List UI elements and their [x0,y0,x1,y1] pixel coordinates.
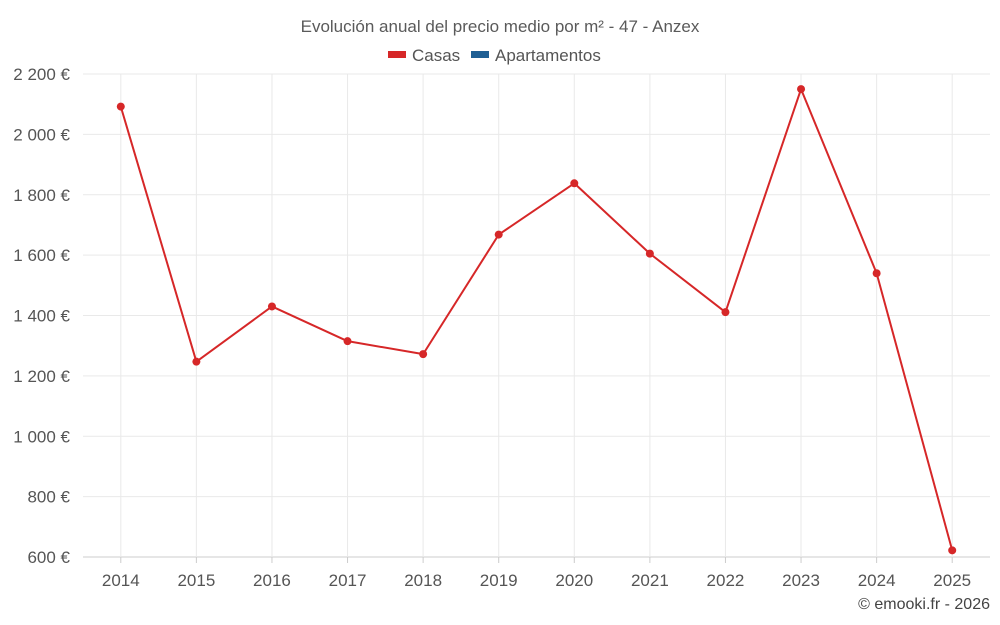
data-point-2014[interactable] [116,102,125,111]
x-tick-label: 2020 [555,571,593,590]
y-tick-label: 2 000 € [13,125,70,144]
x-tick-label: 2016 [253,571,291,590]
credit-text: © emooki.fr - 2026 [858,596,990,613]
chart-title: Evolución anual del precio medio por m² … [301,17,700,36]
y-tick-label: 1 200 € [13,367,70,386]
x-tick-label: 2021 [631,571,669,590]
legend-label-casas: Casas [412,46,460,65]
y-tick-label: 2 200 € [13,65,70,84]
y-tick-label: 1 000 € [13,427,70,446]
x-tick-label: 2023 [782,571,820,590]
series-casas [116,85,957,555]
data-point-2019[interactable] [494,230,503,239]
legend-label-apartamentos: Apartamentos [495,46,601,65]
x-tick-label: 2014 [102,571,140,590]
y-axis-ticks: 2 200 € 2 000 € 1 800 € 1 600 € 1 400 € 1 200… [13,65,70,567]
data-point-2023[interactable] [797,85,806,94]
series-line-casas [119,88,954,551]
data-point-2025[interactable] [948,546,957,555]
x-tick-label: 2025 [933,571,971,590]
legend-swatch-apartamentos [471,51,489,58]
x-axis-ticks: 2014 2015 2016 2017 2018 2019 2020 2021 2022 2023… [102,557,971,590]
data-point-2024[interactable] [872,269,881,278]
x-tick-label: 2015 [177,571,215,590]
legend-item-casas[interactable]: Casas [388,46,460,65]
x-tick-label: 2019 [480,571,518,590]
x-tick-label: 2018 [404,571,442,590]
legend-item-apartamentos[interactable]: Apartamentos [471,46,601,65]
y-tick-label: 1 400 € [13,307,70,326]
y-tick-label: 1 600 € [13,246,70,265]
legend: Casas Apartamentos [388,46,601,65]
x-tick-label: 2017 [329,571,367,590]
legend-swatch-casas [388,51,406,58]
x-tick-label: 2022 [707,571,745,590]
x-tick-label: 2024 [858,571,896,590]
grid [83,73,990,558]
data-point-2020[interactable] [570,179,579,188]
data-point-2021[interactable] [645,249,654,258]
data-point-2016[interactable] [267,302,276,311]
y-tick-label: 600 € [27,548,70,567]
data-point-2018[interactable] [419,350,428,359]
y-tick-label: 1 800 € [13,186,70,205]
data-point-2022[interactable] [721,308,730,317]
data-point-2015[interactable] [192,357,201,366]
y-tick-label: 800 € [27,488,70,507]
data-point-2017[interactable] [343,337,352,346]
